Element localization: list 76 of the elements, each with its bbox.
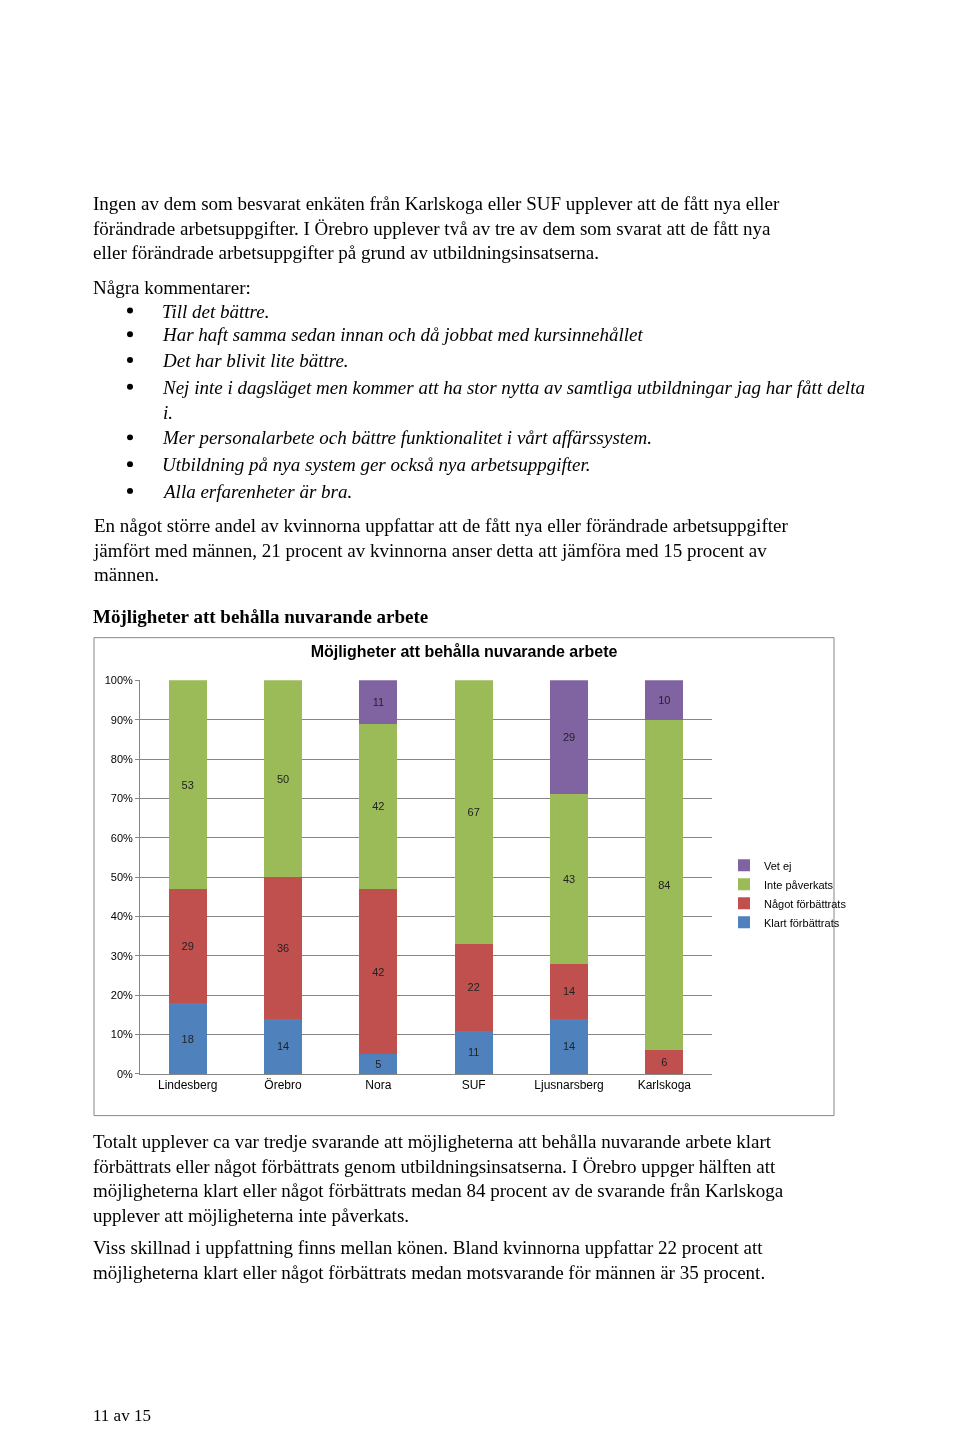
x-tick-label: Karlskoga <box>637 1078 692 1093</box>
data-label: 18 <box>181 1032 194 1045</box>
y-tick-label: 10% <box>110 1028 133 1041</box>
text: 11 av 15 <box>93 1406 151 1425</box>
text: Ingen av dem som besvarat enkäten från Karlskoga eller SUF upplever att de fått nya eller förändrade arbetsuppgifter. I Örebro upplever två av tre av dem som svarat att de fått nya eller förändrade arbetsuppgifter på grund av utbildningsinsatserna. <box>93 193 781 264</box>
text: Möjligheter att behålla nuvarande arbete <box>93 606 429 627</box>
bar <box>454 1030 493 1074</box>
bar <box>359 1054 398 1074</box>
data-label: 84 <box>658 879 671 892</box>
text: Några kommentarer: <box>93 277 251 298</box>
bar <box>549 963 589 1019</box>
legend-label: Vet ej <box>764 859 792 872</box>
bar <box>645 680 684 720</box>
data-label: 42 <box>372 965 385 978</box>
bar <box>359 888 398 1055</box>
text: En något större andel av kvinnorna uppfattar att de fått nya eller förändrade arbetsuppgifter jämfört med männen, 21 procent av kvinnorna anser detta att jämföra med 15 procent av männen. <box>93 515 789 586</box>
x-tick-label: Ljusnarsberg <box>534 1078 604 1093</box>
y-tick-label: 70% <box>110 792 133 805</box>
data-label: 53 <box>181 778 194 791</box>
bar <box>454 680 493 945</box>
text: Mer personalarbete och bättre funktionalitet i vårt affärssystem. <box>162 427 653 448</box>
text: Totalt upplever ca var tredje svarande att möjligheterna att behålla nuvarande arbete klart förbättrats eller något förbättrats genom utbildningsinsatserna. I Örebro uppger hälften att möjligheterna klart eller något förbättrats medan 84 procent av de svarande från Karlskoga upplever att möjligheterna inte påverkats. <box>93 1131 784 1227</box>
legend-label: Klart förbättrats <box>764 916 840 929</box>
x-tick-label: SUF <box>461 1078 486 1093</box>
data-label: 67 <box>467 806 480 819</box>
text: Det har blivit lite bättre. <box>162 350 349 371</box>
data-label: 14 <box>276 1040 290 1053</box>
data-label: 11 <box>467 1046 480 1059</box>
data-label: 22 <box>467 981 480 994</box>
data-label: 5 <box>375 1058 382 1071</box>
legend-label: Något förbättrats <box>764 897 847 910</box>
bar <box>168 680 207 889</box>
data-label: 11 <box>372 695 385 708</box>
legend-label: Inte påverkats <box>764 878 834 891</box>
bar <box>549 794 589 964</box>
y-tick-label: 60% <box>110 831 133 844</box>
x-tick-label: Lindesberg <box>157 1078 218 1093</box>
x-tick-label: Nora <box>365 1078 392 1093</box>
y-tick-label: 30% <box>110 949 133 962</box>
text: Utbildning på nya system ger också nya arbetsuppgifter. <box>162 454 591 475</box>
y-tick-label: 80% <box>110 752 133 765</box>
data-label: 42 <box>372 800 385 813</box>
data-label: 10 <box>658 693 671 706</box>
bar <box>168 1003 207 1074</box>
bar <box>549 680 589 795</box>
chart-title: Möjligheter att behålla nuvarande arbete <box>310 643 618 661</box>
data-label: 50 <box>276 772 290 785</box>
bar <box>263 680 303 878</box>
y-tick-label: 40% <box>110 910 133 923</box>
y-tick-label: 50% <box>110 870 133 883</box>
bar <box>645 1050 684 1074</box>
data-label: 36 <box>276 942 290 954</box>
bar <box>359 680 398 724</box>
bar <box>168 888 207 1004</box>
bar <box>549 1018 589 1074</box>
x-tick-label: Örebro <box>264 1078 302 1093</box>
bar <box>263 877 303 1019</box>
data-label: 29 <box>562 731 576 744</box>
data-label: 14 <box>562 985 576 998</box>
text: Nej inte i dagsläget men kommer att ha stor nytta av samtliga utbildningar jag har fått delta i. <box>162 377 865 423</box>
y-tick-label: 0% <box>116 1067 134 1080</box>
data-label: 43 <box>562 873 576 886</box>
y-tick-label: 90% <box>110 713 133 726</box>
data-label: 6 <box>661 1056 668 1069</box>
data-label: 14 <box>562 1040 576 1053</box>
data-label: 29 <box>181 940 194 953</box>
bar <box>263 1018 303 1074</box>
bar <box>454 944 493 1031</box>
bar <box>359 723 398 889</box>
y-tick-label: 100% <box>104 674 134 687</box>
bar <box>645 719 684 1051</box>
text: Alla erfarenheter är bra. <box>162 481 353 502</box>
y-tick-label: 20% <box>110 989 133 1002</box>
text: Till det bättre. <box>162 301 270 322</box>
text: Har haft samma sedan innan och då jobbat med kursinnehållet <box>162 324 644 345</box>
text: Viss skillnad i uppfattning finns mellan könen. Bland kvinnorna uppfattar 22 procent att möjligheterna klart eller något förbättrats medan motsvarande för männen är 35 procent. <box>93 1237 766 1283</box>
